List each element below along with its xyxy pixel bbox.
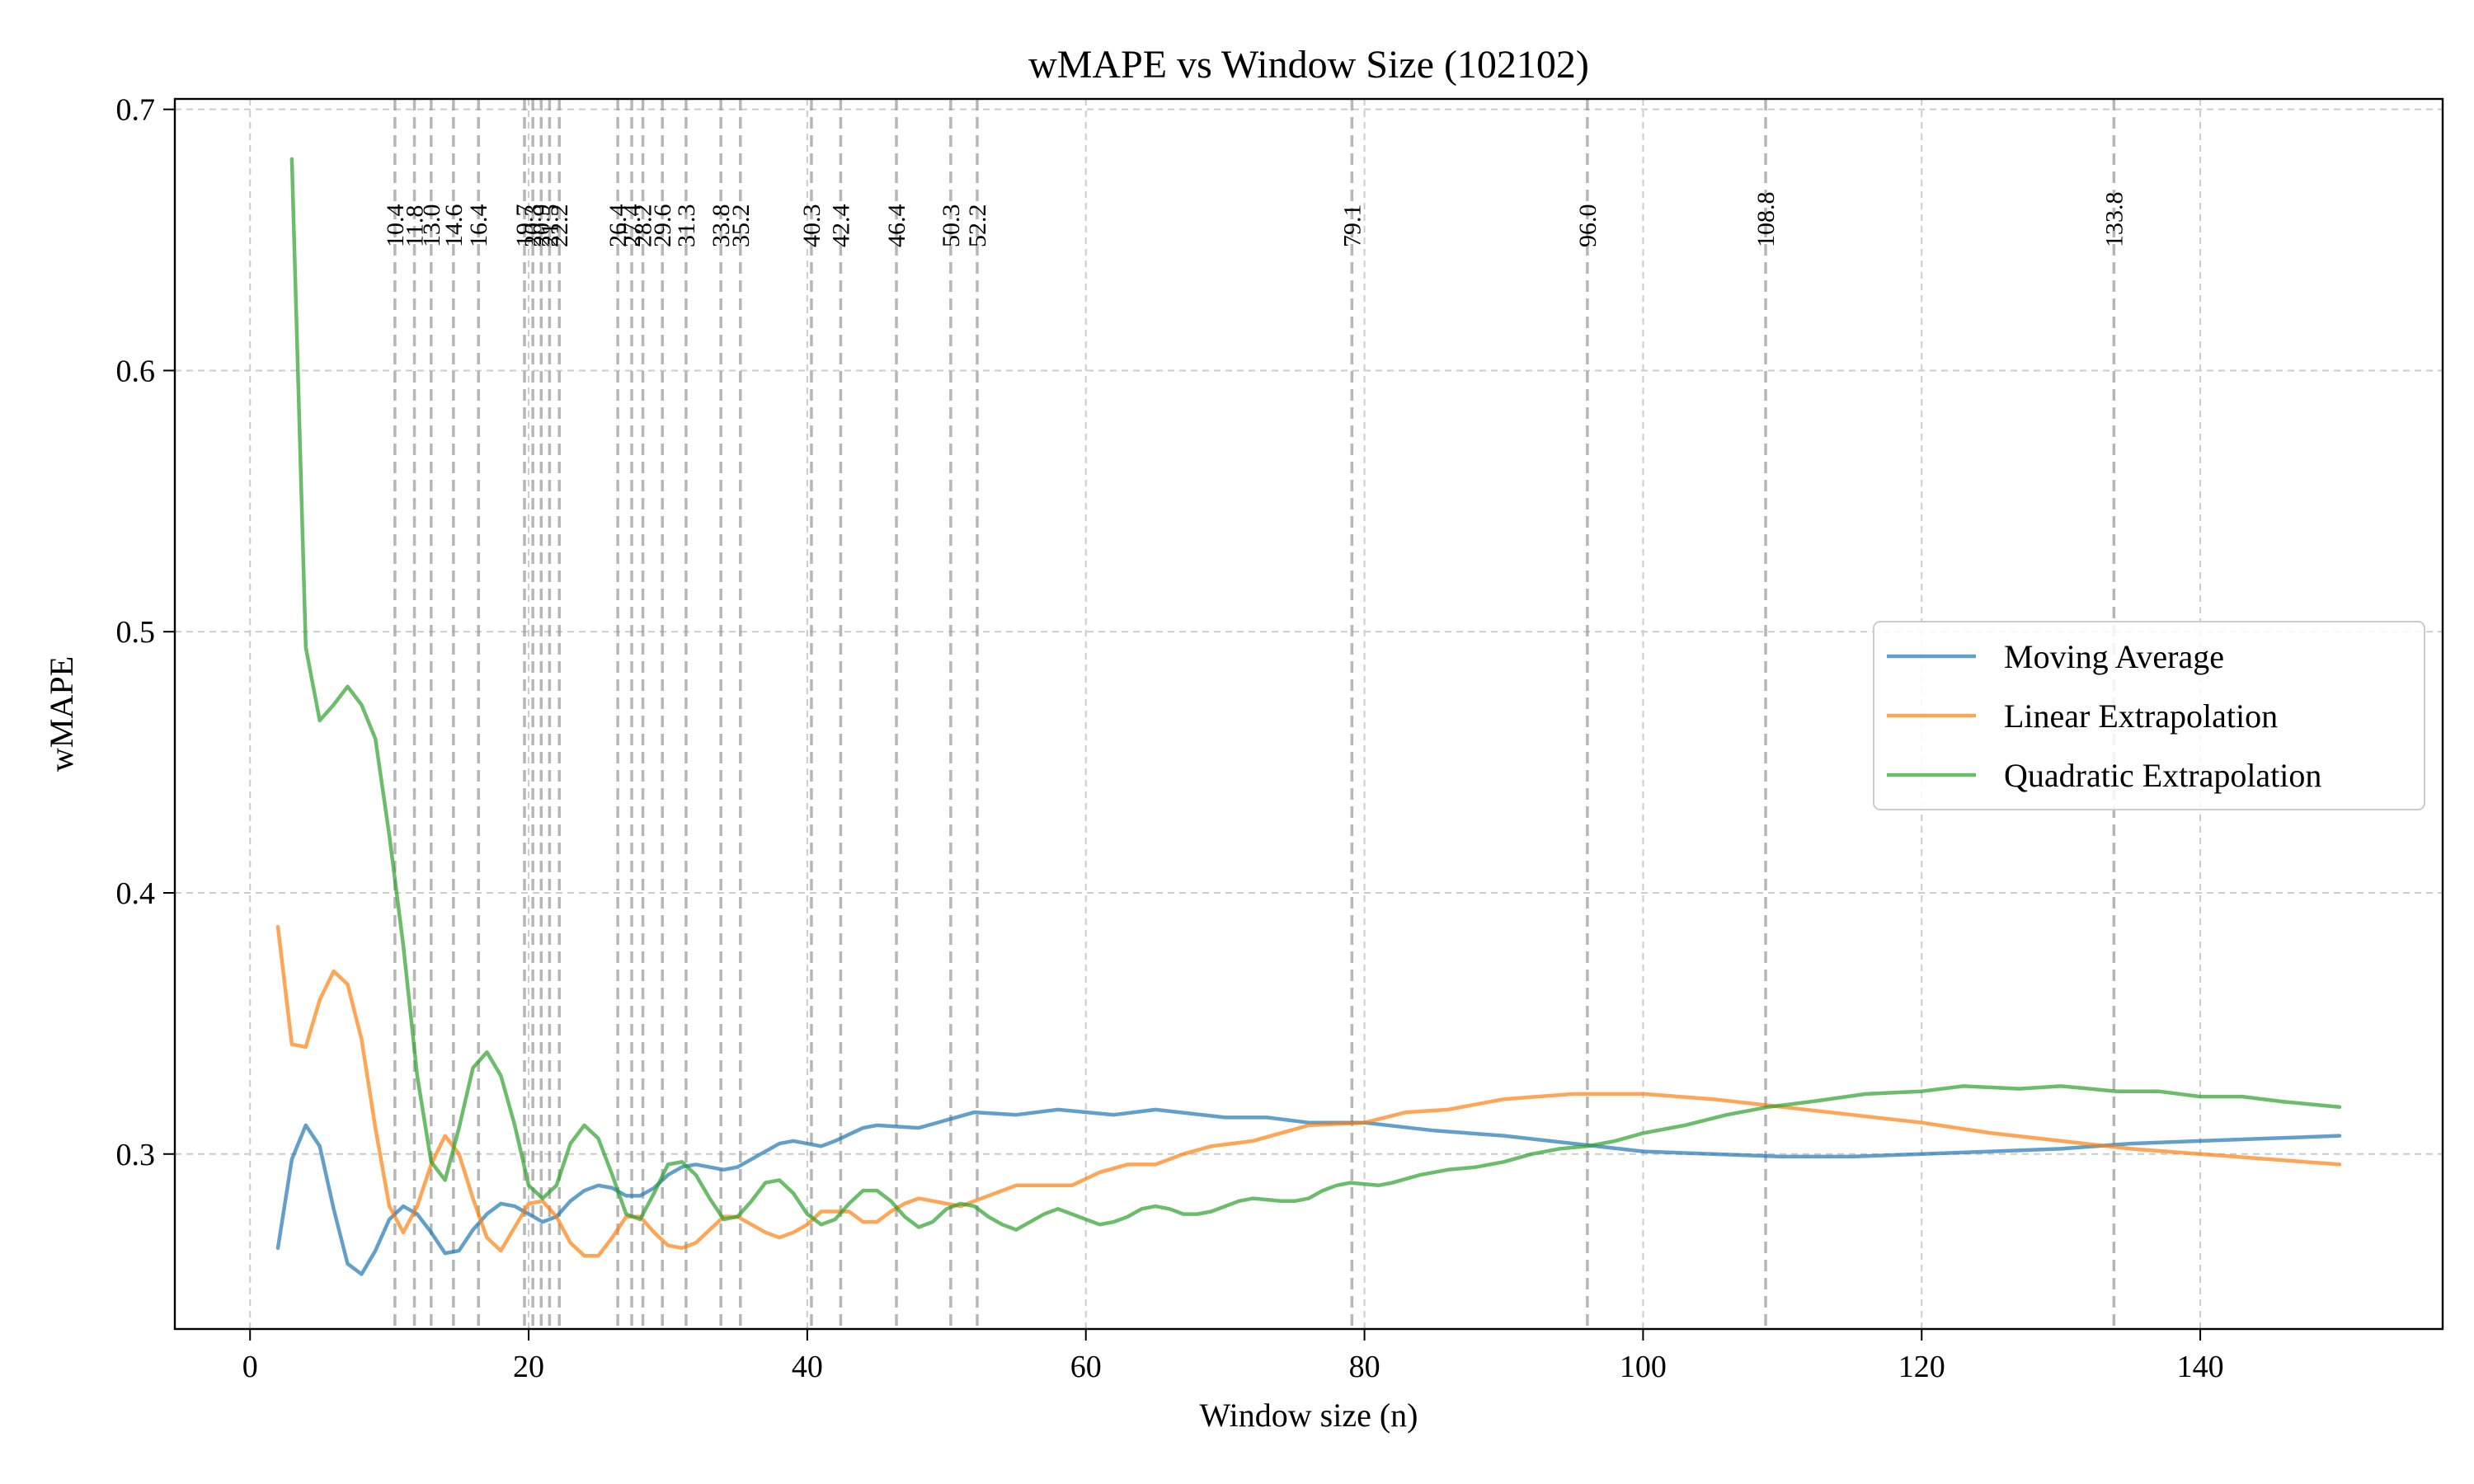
plot-frame xyxy=(173,97,2444,1331)
marker-label: 11.8 xyxy=(402,205,429,247)
x-tick-label: 60 xyxy=(1070,1350,1102,1384)
legend-box xyxy=(1873,621,2425,810)
marker-label: 50.3 xyxy=(938,204,965,248)
y-tick-label: 0.5 xyxy=(116,615,156,650)
marker-label: 46.4 xyxy=(883,204,910,248)
series-line-quadratic-extrapolation xyxy=(289,157,2342,1232)
legend-label: Quadratic Extrapolation xyxy=(2004,757,2321,794)
marker-label: 96.0 xyxy=(1574,204,1602,248)
x-tick-label: 100 xyxy=(1620,1350,1667,1384)
y-tick-label: 0.7 xyxy=(116,93,156,128)
y-tick-label: 0.4 xyxy=(116,876,156,911)
legend-label: Moving Average xyxy=(2004,638,2224,675)
legend: Moving Average Linear Extrapolation Quadra… xyxy=(1873,621,2425,810)
marker-lines-layer: 10.411.813.014.616.4 19.720.320.921.522.2… xyxy=(382,99,2128,1329)
marker-label: 26.4 xyxy=(604,204,632,248)
marker-label: 13.0 xyxy=(418,204,445,248)
marker-label: 40.3 xyxy=(798,204,825,248)
marker-label: 27.4 xyxy=(618,204,646,248)
x-tick-label: 120 xyxy=(1898,1350,1945,1384)
marker-label: 108.8 xyxy=(1752,192,1780,248)
series-line-linear-extrapolation xyxy=(275,924,2342,1258)
marker-label: 10.4 xyxy=(382,204,409,248)
marker-label: 22.2 xyxy=(546,204,573,248)
marker-label: 29.6 xyxy=(649,204,676,248)
y-axis-label: wMAPE xyxy=(43,656,80,772)
legend-label: Linear Extrapolation xyxy=(2004,697,2278,735)
marker-label: 79.1 xyxy=(1338,204,1366,248)
ticks-layer: 0 20 40 60 80 100 120 140 0.3 0.4 0.5 0.6 0.7 xyxy=(116,93,2224,1384)
y-tick-label: 0.3 xyxy=(116,1138,156,1172)
x-tick-label: 20 xyxy=(513,1350,544,1384)
chart-title: wMAPE vs Window Size (102102) xyxy=(1028,43,1589,87)
x-tick-label: 80 xyxy=(1349,1350,1380,1384)
marker-label: 31.3 xyxy=(673,204,700,248)
x-axis-label: Window size (n) xyxy=(1200,1397,1418,1434)
marker-label: 52.2 xyxy=(964,204,991,248)
series-layer xyxy=(275,157,2342,1276)
y-tick-label: 0.6 xyxy=(116,354,156,388)
marker-label: 28.2 xyxy=(630,204,657,248)
x-tick-label: 40 xyxy=(792,1350,823,1384)
marker-label: 133.8 xyxy=(2100,192,2128,248)
marker-label: 42.4 xyxy=(827,204,854,248)
x-tick-label: 0 xyxy=(242,1350,258,1384)
marker-label: 35.2 xyxy=(727,204,755,248)
marker-label: 16.4 xyxy=(465,204,492,248)
marker-label: 33.8 xyxy=(708,204,735,248)
x-tick-label: 140 xyxy=(2177,1350,2224,1384)
marker-label: 14.6 xyxy=(440,204,468,248)
